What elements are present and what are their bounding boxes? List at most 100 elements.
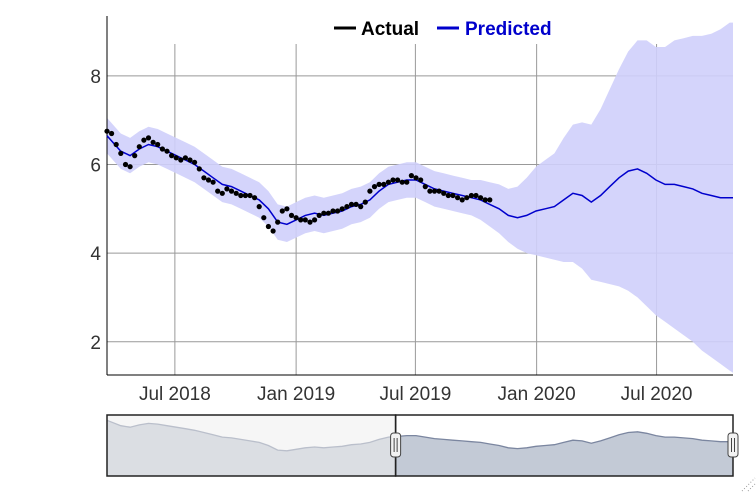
x-tick-label: Jan 2020 bbox=[498, 384, 576, 405]
y-tick-label: 4 bbox=[90, 244, 101, 265]
actual-point bbox=[459, 197, 465, 203]
actual-points-layer bbox=[104, 128, 493, 234]
confidence-band-layer bbox=[107, 22, 733, 373]
actual-point bbox=[427, 188, 433, 194]
range-navigator[interactable] bbox=[106, 414, 739, 477]
actual-point bbox=[238, 192, 244, 199]
actual-point bbox=[330, 208, 336, 214]
handle-body bbox=[727, 432, 739, 458]
actual-point bbox=[132, 153, 138, 159]
actual-point bbox=[408, 173, 414, 179]
x-tick-label: Jul 2019 bbox=[379, 384, 451, 405]
navigator-left-handle[interactable] bbox=[390, 432, 402, 458]
y-tick-label: 8 bbox=[90, 67, 101, 88]
actual-point bbox=[441, 190, 447, 196]
actual-point bbox=[381, 181, 387, 187]
actual-point bbox=[169, 153, 175, 159]
actual-point bbox=[145, 135, 152, 141]
actual-point bbox=[445, 192, 451, 199]
actual-point bbox=[104, 128, 110, 134]
actual-point bbox=[109, 130, 115, 137]
actual-point bbox=[404, 179, 410, 185]
actual-point bbox=[321, 210, 327, 216]
actual-point bbox=[196, 166, 202, 172]
actual-point bbox=[418, 177, 424, 183]
actual-point bbox=[395, 177, 401, 183]
actual-point bbox=[201, 175, 207, 181]
actual-point bbox=[265, 223, 271, 230]
actual-point bbox=[192, 159, 198, 165]
actual-point bbox=[376, 181, 382, 187]
actual-point bbox=[187, 157, 193, 163]
actual-point bbox=[367, 188, 373, 194]
actual-point bbox=[228, 188, 235, 194]
actual-point bbox=[358, 204, 364, 210]
legend[interactable]: Actual Predicted bbox=[334, 19, 552, 40]
actual-point bbox=[205, 177, 212, 183]
actual-point bbox=[173, 155, 179, 161]
actual-point bbox=[279, 208, 285, 214]
actual-point bbox=[113, 141, 119, 148]
actual-point bbox=[293, 215, 299, 221]
handle-body bbox=[390, 432, 402, 458]
actual-point bbox=[399, 179, 405, 185]
actual-point bbox=[155, 141, 161, 148]
actual-point bbox=[390, 177, 396, 183]
actual-point bbox=[164, 148, 170, 154]
actual-point bbox=[284, 206, 290, 212]
actual-point bbox=[348, 201, 355, 207]
actual-point bbox=[261, 215, 267, 221]
actual-point bbox=[422, 184, 428, 190]
actual-point bbox=[270, 228, 276, 234]
actual-point bbox=[312, 217, 318, 223]
actual-point bbox=[256, 204, 262, 210]
actual-point bbox=[136, 144, 142, 150]
actual-point bbox=[362, 199, 368, 205]
y-tick-label: 6 bbox=[90, 155, 101, 176]
actual-point bbox=[118, 150, 124, 156]
actual-point bbox=[288, 212, 295, 218]
actual-point bbox=[247, 192, 253, 199]
actual-point bbox=[431, 188, 438, 194]
actual-point bbox=[339, 206, 345, 212]
actual-point bbox=[275, 219, 281, 225]
actual-point bbox=[482, 197, 488, 203]
actual-point bbox=[141, 137, 147, 143]
y-tick-labels: 2 4 6 8 bbox=[90, 67, 101, 354]
actual-point bbox=[122, 161, 129, 168]
actual-point bbox=[325, 210, 331, 216]
legend-predicted-label[interactable]: Predicted bbox=[465, 19, 552, 40]
actual-point bbox=[178, 157, 184, 163]
actual-point bbox=[127, 164, 133, 170]
actual-point bbox=[468, 192, 474, 199]
x-tick-label: Jul 2018 bbox=[139, 384, 211, 405]
actual-point bbox=[215, 188, 221, 194]
actual-point bbox=[464, 195, 470, 201]
y-tick-label: 2 bbox=[90, 333, 101, 354]
actual-point bbox=[455, 195, 461, 201]
axis-layer bbox=[106, 16, 733, 376]
actual-point bbox=[385, 179, 391, 185]
actual-point bbox=[413, 175, 419, 181]
actual-point bbox=[233, 190, 239, 196]
x-tick-label: Jul 2020 bbox=[621, 384, 693, 405]
actual-point bbox=[252, 195, 258, 201]
actual-point bbox=[219, 190, 225, 196]
resize-grip-icon[interactable] bbox=[741, 477, 756, 492]
x-tick-labels: Jul 2018 Jan 2019 Jul 2019 Jan 2020 Jul 2020 bbox=[139, 384, 693, 405]
actual-point bbox=[242, 192, 248, 199]
actual-point bbox=[473, 192, 479, 199]
actual-point bbox=[344, 204, 350, 210]
legend-actual-label[interactable]: Actual bbox=[361, 19, 419, 40]
actual-point bbox=[224, 186, 230, 192]
actual-point bbox=[353, 201, 359, 207]
actual-point bbox=[182, 155, 188, 161]
actual-point bbox=[450, 192, 456, 199]
navigator-right-handle[interactable] bbox=[727, 432, 739, 458]
actual-point bbox=[316, 212, 322, 218]
x-tick-label: Jan 2019 bbox=[257, 384, 335, 405]
actual-point bbox=[307, 219, 313, 225]
actual-point bbox=[150, 139, 156, 145]
actual-point bbox=[335, 208, 341, 214]
